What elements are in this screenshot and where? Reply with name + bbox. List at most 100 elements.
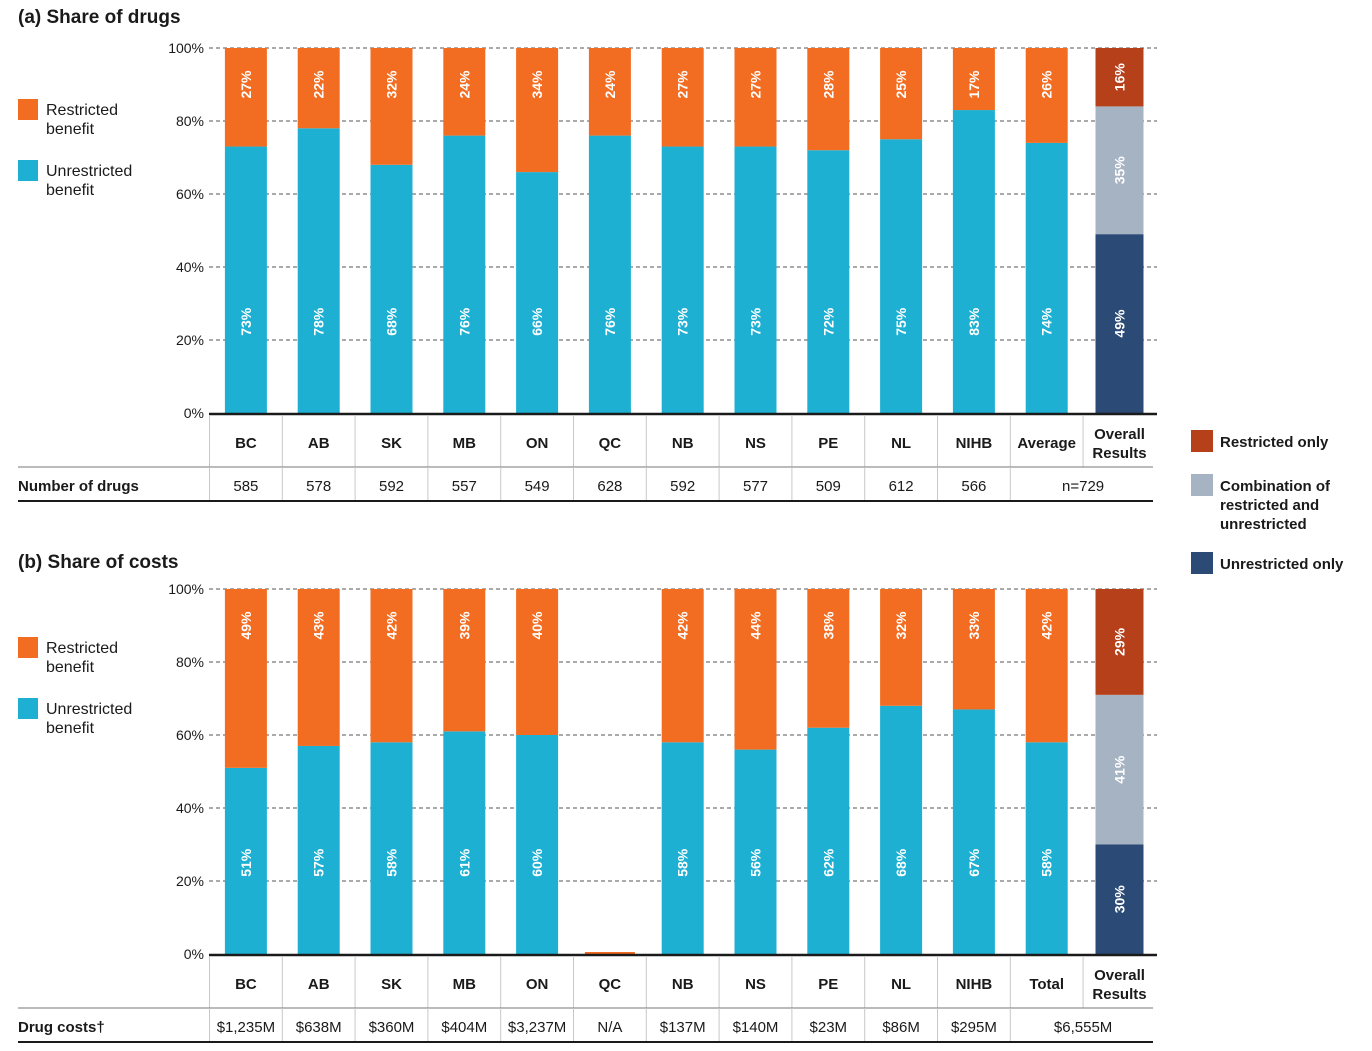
x-category-label: BC [235, 435, 257, 452]
data-label-restricted-ab: 43% [311, 611, 327, 640]
chart-title: (a) Share of drugs [18, 7, 181, 28]
data-label-overall-unrestricted-only: 30% [1112, 885, 1128, 914]
y-tick-label: 80% [176, 654, 204, 670]
bar-unrestricted-nl [880, 139, 923, 413]
data-label-overall-restricted-only: 16% [1112, 63, 1128, 92]
data-label-restricted-ns: 27% [748, 70, 764, 99]
y-tick-label: 100% [168, 581, 204, 597]
x-category-label: QC [599, 435, 622, 452]
data-label-restricted-nb: 27% [675, 70, 691, 99]
bar-restricted-nihb [952, 48, 995, 111]
data-label-unrestricted-average: 74% [1039, 307, 1055, 336]
bar-unrestricted-ns [734, 749, 777, 954]
bar-na-qc [584, 952, 635, 954]
x-category-label: PE [818, 435, 838, 452]
bar-unrestricted-nb [661, 742, 704, 954]
bar-restricted-bc [224, 48, 267, 147]
data-label-restricted-nl: 25% [893, 70, 909, 99]
y-tick-label: 20% [176, 873, 204, 889]
row-value: 549 [525, 478, 550, 495]
data-label-restricted-pe: 28% [820, 70, 836, 99]
bar-restricted-average [1025, 48, 1068, 143]
data-label-restricted-bc: 49% [238, 611, 254, 640]
legend-label: Unrestricted [46, 701, 132, 718]
row-value: $86M [882, 1019, 920, 1036]
data-label-unrestricted-on: 66% [529, 307, 545, 336]
bar-unrestricted-sk [370, 742, 413, 954]
bar-unrestricted-average [1025, 142, 1068, 413]
data-label-unrestricted-nihb: 83% [966, 307, 982, 336]
data-label-restricted-mb: 24% [456, 70, 472, 99]
data-label-unrestricted-pe: 72% [820, 307, 836, 336]
bar-restricted-mb [443, 589, 486, 732]
x-category-label: SK [381, 976, 402, 993]
bar-restricted-ab [297, 48, 340, 129]
data-label-unrestricted-qc: 76% [602, 307, 618, 336]
category-line: Results [1092, 986, 1146, 1003]
bar-unrestricted-ns [734, 146, 777, 414]
data-label-unrestricted-ab: 57% [311, 848, 327, 877]
data-label-restricted-nihb: 33% [966, 611, 982, 640]
row-value: $295M [951, 1019, 997, 1036]
row-value: 592 [670, 478, 695, 495]
x-category-label: NS [745, 976, 766, 993]
row-value: 577 [743, 478, 768, 495]
x-category-label: NB [672, 976, 694, 993]
x-category-label: NIHB [956, 976, 993, 993]
category-line: Overall [1094, 967, 1145, 984]
data-label-restricted-on: 34% [529, 70, 545, 99]
bar-restricted-pe [807, 589, 850, 728]
data-label-restricted-pe: 38% [820, 611, 836, 640]
row-value: $23M [810, 1019, 848, 1036]
bar-restricted-ns [734, 48, 777, 147]
data-label-restricted-sk: 42% [384, 611, 400, 640]
data-label-restricted-nihb: 17% [966, 70, 982, 99]
row-value: 628 [597, 478, 622, 495]
bar-restricted-pe [807, 48, 850, 151]
legend-label: Combination of [1220, 478, 1331, 495]
x-category-label: MB [453, 976, 476, 993]
bar-restricted-total [1025, 589, 1068, 743]
chart-title: (b) Share of costs [18, 552, 178, 573]
bar-restricted-nb [661, 589, 704, 743]
legend-label: benefit [46, 121, 95, 138]
row-value-merged: n=729 [1062, 478, 1104, 495]
row-value: 578 [306, 478, 331, 495]
bar-unrestricted-on [516, 172, 559, 413]
bar-restricted-sk [370, 589, 413, 743]
row-value: 585 [233, 478, 258, 495]
data-label-unrestricted-sk: 58% [384, 848, 400, 877]
data-label-restricted-ns: 44% [748, 611, 764, 640]
bar-overall-restricted-only [1095, 48, 1144, 107]
chart-panel-share-of-drugs: (a) Share of drugs 0% 20% 40% 60% 80% 100% 73% 2… [18, 7, 1157, 502]
y-tick-label: 40% [176, 259, 204, 275]
legend-swatch-restricted-only [1191, 430, 1213, 452]
data-label-unrestricted-bc: 73% [238, 307, 254, 336]
x-category-label: ON [526, 976, 549, 993]
bar-restricted-qc [588, 48, 631, 136]
x-category-label: NB [672, 435, 694, 452]
category-line: Overall [1094, 426, 1145, 443]
bar-unrestricted-mb [443, 731, 486, 954]
row-value: $140M [733, 1019, 779, 1036]
legend-swatch-unrestricted-only [1191, 552, 1213, 574]
legend-swatch-restricted [18, 99, 38, 120]
data-label-restricted-ab: 22% [311, 70, 327, 99]
data-label-unrestricted-sk: 68% [384, 307, 400, 336]
data-label-unrestricted-on: 60% [529, 848, 545, 877]
bar-unrestricted-nihb [952, 709, 995, 954]
bar-restricted-on [516, 589, 559, 735]
y-tick-label: 60% [176, 186, 204, 202]
x-category-label: NL [891, 435, 911, 452]
x-category-label: NL [891, 976, 911, 993]
bar-unrestricted-total [1025, 742, 1068, 954]
row-value: $137M [660, 1019, 706, 1036]
row-value: 592 [379, 478, 404, 495]
y-tick-label: 40% [176, 800, 204, 816]
legend-label: Restricted [46, 102, 118, 119]
row-value: 566 [961, 478, 986, 495]
data-label-restricted-bc: 27% [238, 70, 254, 99]
bar-unrestricted-nl [880, 705, 923, 954]
row-value: 557 [452, 478, 477, 495]
